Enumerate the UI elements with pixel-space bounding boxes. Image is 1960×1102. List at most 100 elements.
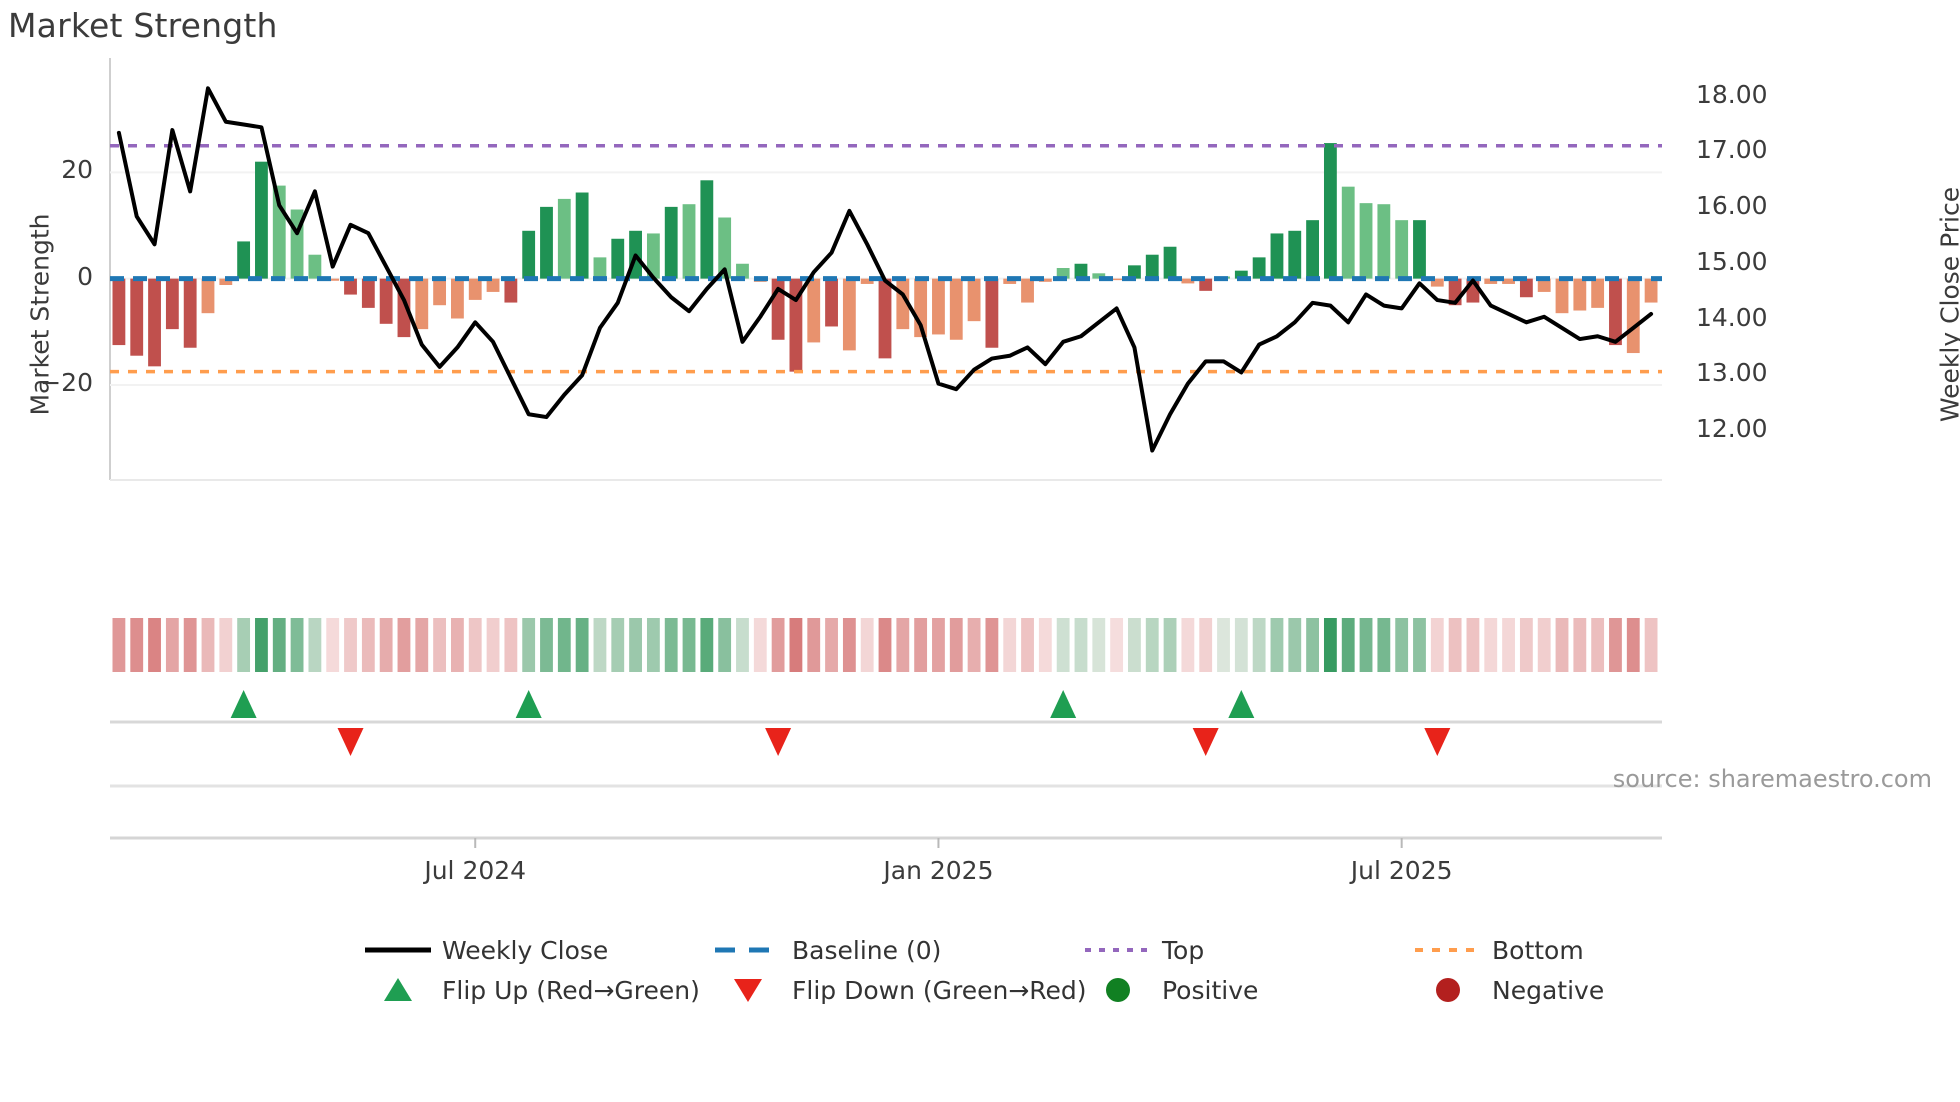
strength-bar — [611, 238, 625, 279]
strength-bar — [1323, 143, 1337, 279]
heatmap-cell — [415, 618, 429, 672]
heatmap-cell — [789, 618, 803, 672]
legend-row-2: Flip Up (Red→Green) Flip Down (Green→Red)… — [360, 970, 1690, 1010]
heatmap-cell — [255, 618, 268, 672]
strength-bar — [1484, 278, 1498, 284]
strength-bar — [1377, 204, 1391, 279]
heatmap-cell — [1092, 618, 1106, 672]
strength-bar — [1573, 278, 1587, 311]
legend-item-flip-up[interactable]: Flip Up (Red→Green) — [360, 970, 710, 1010]
chart-legend: Weekly Close Baseline (0) Top Bottom Flip U… — [360, 930, 1690, 1010]
page-title: Market Strength — [8, 6, 278, 45]
heatmap-cell — [237, 618, 251, 672]
heatmap-cell — [1288, 618, 1302, 672]
line-dotted-purple-icon — [1080, 935, 1156, 965]
heatmap-cell — [967, 618, 981, 672]
heatmap-cell — [1270, 618, 1284, 672]
strength-bar — [718, 217, 732, 279]
legend-item-flip-down[interactable]: Flip Down (Green→Red) — [710, 970, 1087, 1010]
legend-item-top[interactable]: Top — [1080, 930, 1410, 970]
strength-bar — [1110, 278, 1124, 281]
legend-item-negative[interactable]: Negative — [1410, 970, 1690, 1010]
heatmap-cell — [842, 618, 856, 672]
strength-bar — [825, 278, 838, 327]
strength-bar — [1128, 265, 1141, 279]
flip-up-marker — [1228, 690, 1255, 718]
legend-item-bottom[interactable]: Bottom — [1410, 930, 1690, 970]
heatmap-cell — [1145, 618, 1159, 672]
heatmap-cell — [700, 618, 714, 672]
strength-bar — [1306, 220, 1319, 279]
heatmap-cell — [201, 618, 215, 672]
heatmap-cell — [290, 618, 304, 672]
heatmap-cell — [1626, 618, 1640, 672]
legend-item-label: Negative — [1492, 975, 1605, 1005]
heatmap-cell — [1609, 618, 1622, 672]
y-tick-left: −20 — [40, 367, 93, 397]
y-tick-left: 0 — [77, 261, 93, 291]
strength-bar — [308, 254, 322, 279]
heatmap-cell — [1395, 618, 1409, 672]
strength-bar — [1413, 220, 1426, 279]
heatmap-cell — [1644, 618, 1658, 672]
heatmap-cell — [344, 618, 357, 672]
heatmap-cell — [540, 618, 553, 672]
strength-bar — [1341, 186, 1355, 279]
heatmap-cell — [1377, 618, 1391, 672]
strength-bar — [201, 278, 215, 314]
heatmap-cell — [753, 618, 767, 672]
strength-bar — [949, 278, 963, 340]
strength-bar — [1644, 278, 1658, 303]
strength-bar — [967, 278, 981, 322]
heatmap-cell — [165, 618, 179, 672]
strength-bar — [361, 278, 375, 308]
strength-bar — [789, 278, 803, 372]
flip-down-marker — [765, 728, 792, 756]
strength-bar — [700, 180, 714, 279]
heatmap-cell — [468, 618, 482, 672]
heatmap-cell — [1537, 618, 1551, 672]
strength-bar — [1056, 268, 1070, 279]
heatmap-cell — [1217, 618, 1230, 672]
heatmap-cell — [183, 618, 197, 672]
legend-item-label: Flip Down (Green→Red) — [792, 975, 1087, 1005]
heatmap-cell — [1056, 618, 1070, 672]
y-tick-right: 15.00 — [1696, 246, 1768, 276]
legend-item-weekly-close[interactable]: Weekly Close — [360, 930, 710, 970]
strength-bar — [165, 278, 179, 330]
heatmap-cell — [1413, 618, 1426, 672]
x-tick: Jan 2025 — [883, 856, 994, 885]
heatmap-cell — [807, 618, 821, 672]
flip-up-marker — [515, 690, 542, 718]
strength-bar — [1395, 220, 1409, 279]
strength-bar — [1626, 278, 1640, 354]
heatmap-cell — [1591, 618, 1605, 672]
triangle-up-green-icon — [360, 975, 436, 1005]
heatmap-cell — [1448, 618, 1462, 672]
heatmap-cell — [308, 618, 322, 672]
heatmap-cell — [771, 618, 785, 672]
heatmap-cell — [1519, 618, 1533, 672]
heatmap-cell — [1306, 618, 1319, 672]
strength-bar — [1591, 278, 1605, 308]
heatmap-cell — [932, 618, 945, 672]
legend-item-baseline[interactable]: Baseline (0) — [710, 930, 1080, 970]
strength-bar — [326, 278, 340, 281]
y-tick-right: 17.00 — [1696, 135, 1768, 165]
heatmap-cell — [611, 618, 625, 672]
strength-bar — [557, 198, 571, 279]
heatmap-cell — [1021, 618, 1034, 672]
strength-bar — [344, 278, 357, 295]
heatmap-cell — [1430, 618, 1444, 672]
legend-item-positive[interactable]: Positive — [1080, 970, 1410, 1010]
heatmap-cell — [361, 618, 375, 672]
heatmap-cell — [1323, 618, 1337, 672]
strength-bar — [1252, 257, 1266, 279]
strength-bar — [1145, 254, 1159, 279]
heatmap-cell — [593, 618, 607, 672]
heatmap-cell — [272, 618, 286, 672]
heatmap-cell — [878, 618, 892, 672]
strength-bar — [1199, 278, 1213, 291]
strength-bar — [1092, 273, 1106, 279]
legend-item-label: Positive — [1162, 975, 1259, 1005]
